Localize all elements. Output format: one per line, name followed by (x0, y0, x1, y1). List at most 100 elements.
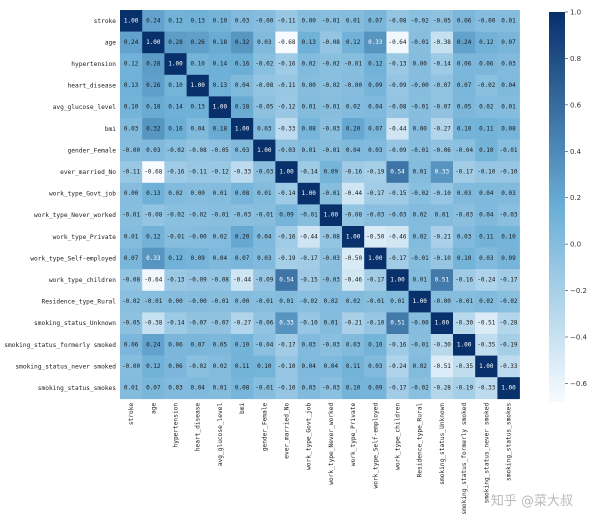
row-tick-label: hypertension (71, 61, 116, 68)
cell-value-label: 0.11 (479, 233, 494, 240)
heatmap-cell (186, 96, 210, 119)
cell-value-label: 0.09 (501, 255, 516, 262)
cell-value-label: -0.15 (388, 190, 406, 197)
cell-value-label: 0.03 (346, 341, 361, 348)
heatmap-cell (364, 96, 387, 119)
cell-value-label: -0.03 (322, 277, 340, 284)
cell-value-label: -0.08 (144, 212, 162, 219)
cell-value-label: 0.28 (146, 61, 161, 68)
heatmap-cell (364, 53, 387, 76)
cell-value-label: -0.02 (411, 17, 429, 24)
heatmap-cell (386, 269, 409, 292)
heatmap-cell (475, 161, 498, 184)
heatmap-cell (120, 74, 143, 97)
cell-value-label: -0.19 (455, 385, 473, 392)
heatmap-cell (430, 334, 454, 356)
cell-value-label: 0.10 (235, 341, 250, 348)
cell-value-label: -0.06 (255, 320, 273, 327)
row-tick-label: smoking_status_never smoked (15, 363, 116, 370)
heatmap-cell (275, 204, 298, 227)
heatmap-cell (408, 269, 432, 292)
cell-value-label: 0.10 (501, 233, 516, 240)
heatmap-cell (142, 377, 165, 400)
cell-value-label: -0.01 (344, 61, 362, 68)
cell-value-label: 0.02 (301, 61, 316, 68)
cell-value-label: 0.33 (279, 320, 294, 327)
heatmap-cell (342, 182, 365, 205)
cell-value-label: -0.02 (166, 212, 184, 219)
cell-value-label: 0.12 (168, 255, 183, 262)
cell-value-label: 0.10 (368, 341, 383, 348)
cell-value-label: -0.46 (344, 277, 362, 284)
cell-value-label: 0.07 (124, 255, 139, 262)
heatmap-cells: 1.00 0.24 0.12 0.13 0.10 0.03 -0.00 -0.11 0.00 -0… (120, 10, 520, 400)
cell-value-label: -0.01 (211, 298, 229, 305)
cell-value-label: -0.07 (433, 82, 451, 89)
cell-value-label: -0.14 (300, 169, 318, 176)
heatmap-cell (430, 204, 454, 227)
heatmap-cell (275, 312, 298, 335)
cell-value-label: 0.02 (324, 298, 339, 305)
heatmap-cell (497, 204, 520, 227)
cell-value-label: 0.54 (390, 169, 405, 176)
colorbar-tick-label: −0.4 (570, 334, 588, 342)
heatmap-cell (208, 139, 232, 162)
heatmap-cell (386, 182, 409, 205)
heatmap-cell (364, 312, 387, 335)
heatmap-cell (319, 226, 343, 248)
cell-value-label: 0.01 (301, 104, 316, 111)
cell-value-label: 0.07 (457, 82, 472, 89)
cell-value-label: -0.01 (166, 233, 184, 240)
cell-value-label: -0.35 (455, 363, 473, 370)
cell-value-label: 0.24 (146, 17, 161, 24)
cell-value-label: 1.00 (368, 255, 383, 262)
heatmap-cell (142, 334, 165, 356)
heatmap-cell (497, 118, 520, 140)
cell-value-label: 0.00 (235, 298, 250, 305)
cell-value-label: 0.03 (235, 147, 250, 154)
cell-value-label: -0.10 (499, 169, 517, 176)
heatmap-cell (497, 312, 520, 335)
cell-value-label: -0.02 (166, 147, 184, 154)
column-tick-label: work_type_Private (350, 403, 357, 467)
heatmap-cell (408, 312, 432, 335)
heatmap-cell (186, 31, 210, 54)
colorbar-tick-label: 0.0 (570, 241, 581, 249)
cell-value-label: 0.02 (479, 298, 494, 305)
heatmap-cell (453, 334, 476, 356)
heatmap-cell (142, 312, 165, 335)
cell-value-label: 1.00 (146, 39, 161, 46)
cell-value-label: 0.03 (457, 233, 472, 240)
heatmap-cell (186, 290, 210, 313)
heatmap-cell (120, 139, 143, 162)
cell-value-label: -0.00 (477, 17, 495, 24)
heatmap-cell (497, 377, 520, 400)
heatmap-cell (497, 269, 520, 292)
heatmap-cell (430, 10, 454, 32)
cell-value-label: 0.11 (346, 363, 361, 370)
cell-value-label: -0.21 (433, 233, 451, 240)
colorbar-tick-label: 0.2 (570, 194, 581, 202)
cell-value-label: -0.08 (189, 147, 207, 154)
cell-value-label: -0.03 (322, 385, 340, 392)
cell-value-label: -0.17 (388, 255, 406, 262)
heatmap-cell (164, 74, 187, 97)
heatmap-cell (186, 118, 210, 140)
heatmap-cell (231, 312, 254, 335)
heatmap-cell (386, 226, 409, 248)
cell-value-label: -0.17 (300, 255, 318, 262)
heatmap-cell (208, 204, 232, 227)
heatmap-cell (386, 161, 409, 184)
cell-value-label: -0.10 (477, 169, 495, 176)
cell-value-label: -0.09 (255, 277, 273, 284)
heatmap-cell (164, 377, 187, 400)
heatmap-cell (342, 290, 365, 313)
cell-value-label: -0.03 (277, 147, 295, 154)
heatmap-cell (231, 334, 254, 356)
heatmap-cell (453, 377, 476, 400)
heatmap-cell (253, 204, 276, 227)
cell-value-label: -0.15 (300, 277, 318, 284)
heatmap-cell (275, 226, 298, 248)
colorbar-tick-label: −0.2 (570, 287, 587, 295)
row-tick-label: bmi (105, 126, 116, 133)
